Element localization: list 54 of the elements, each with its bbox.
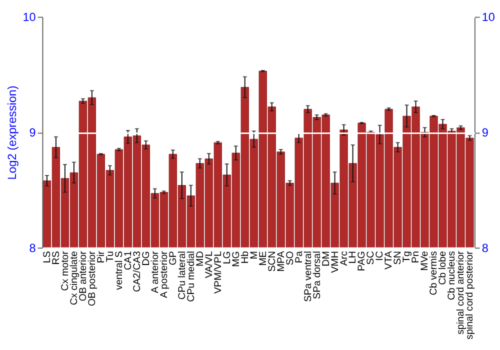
x-tick-label: MVe [420, 250, 431, 271]
x-tick-label: Pa [294, 250, 305, 264]
x-tick-label: CA1 [122, 251, 134, 270]
x-tick-label: LG [222, 251, 233, 264]
y-tick-label: 9 [29, 126, 36, 140]
x-tick-label: LH [348, 251, 359, 264]
x-tick-label: VA/VL [204, 250, 215, 278]
x-tick-label: SC [366, 251, 377, 265]
x-tick-label: Pir [96, 250, 107, 264]
x-tick-label: CPu medial [186, 251, 197, 302]
x-tick-label: SPa ventral [302, 251, 314, 302]
x-tick-label: OB anterior [78, 250, 89, 302]
y-axis-title: Log2 (expression) [6, 86, 19, 180]
x-tick-label: SO [284, 250, 296, 266]
x-tick-label: ME [258, 250, 269, 266]
x-tick-label: Cb lobe [438, 250, 449, 285]
x-tick-label: A posterior [158, 250, 170, 298]
x-tick-label: Tu [104, 251, 116, 262]
x-tick-label: LS [42, 250, 53, 264]
y2-tick-label: 10 [482, 11, 496, 24]
y2-tick-label: 8 [482, 242, 489, 256]
x-tick-label: Cb nucleus [446, 250, 458, 300]
x-tick-label: DG [140, 251, 152, 266]
x-tick-label: SPa dorsal [312, 251, 323, 300]
x-tick-label: Pn [410, 251, 422, 264]
x-tick-label: spinal cord anterior [456, 250, 467, 335]
x-tick-label: Tg [402, 251, 413, 263]
y-tick-label: 10 [22, 11, 36, 24]
x-tick-label: IC [374, 251, 386, 261]
y2-tick-label: 9 [482, 126, 488, 140]
x-tick-label: PAG [356, 251, 368, 272]
x-tick-label: VTA [384, 250, 395, 270]
x-tick-label: RS [50, 250, 62, 265]
x-tick-label: spinal cord posterior [464, 250, 476, 340]
x-tick-label: A anterior [150, 250, 161, 294]
x-tick-label: CPu lateral [176, 251, 188, 300]
x-tick-label: GP [168, 250, 179, 266]
x-tick-label: OB posterior [86, 250, 98, 306]
x-tick-label: CA2/CA3 [132, 250, 143, 292]
x-tick-label: Cx motor [60, 250, 71, 291]
y-tick-label: 8 [29, 242, 36, 256]
x-tick-label: MPA [276, 250, 287, 272]
x-tick-label: VPM/VPL [212, 250, 224, 294]
x-tick-label: Arc [338, 250, 350, 266]
x-tick-label: MG [230, 251, 242, 267]
x-tick-label: ventral S [114, 250, 125, 290]
x-tick-label: DM [320, 251, 332, 266]
x-tick-label: M [248, 251, 260, 260]
x-tick-label: Cx cingulate [68, 250, 80, 306]
x-tick-label: VMH [330, 251, 341, 273]
x-tick-label: Hb [240, 250, 251, 264]
x-tick-label: SN [392, 251, 404, 265]
x-tick-label: SCN [266, 251, 278, 272]
x-tick-label: MD [194, 251, 206, 266]
